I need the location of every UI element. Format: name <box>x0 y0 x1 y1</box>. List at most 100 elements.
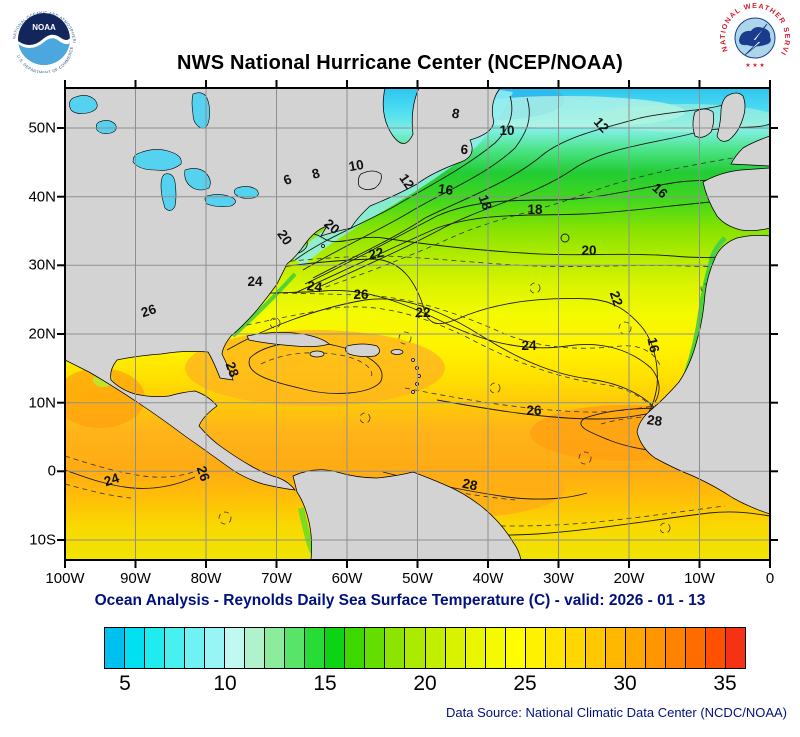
colorbar-cell <box>565 628 586 668</box>
colorbar-cell <box>605 628 626 668</box>
lon-tick-label: 60W <box>331 570 363 587</box>
page-title: NWS National Hurricane Center (NCEP/NOAA… <box>176 52 624 74</box>
isotherm-label: 22 <box>607 289 626 308</box>
colorbar-cell <box>185 628 206 668</box>
colorbar-tick-label: 10 <box>213 672 237 695</box>
isotherm-label: 24 <box>306 278 323 295</box>
island-jamaica <box>309 350 325 358</box>
colorbar-cell <box>465 628 486 668</box>
nws-lightning-icon <box>744 23 768 56</box>
noaa-logo-text: NOAA <box>32 23 56 32</box>
lon-tick-label: 10W <box>684 570 715 587</box>
lat-tick-label: 40N <box>28 188 56 206</box>
colorbar-cell <box>305 628 326 668</box>
isotherm-label: 6 <box>460 142 469 158</box>
colorbar-cell <box>405 628 426 668</box>
sst-map: 6 8 10 12 8 10 6 12 16 18 18 16 20 20 20 22 22 22 24 24 24 26… <box>57 80 778 568</box>
colorbar-tick-label: 30 <box>613 672 637 695</box>
lon-tick-label: 90W <box>120 570 151 587</box>
temperature-colorbar <box>104 627 746 669</box>
land-newfoundland <box>357 170 382 190</box>
lat-tick-label: 50N <box>28 119 56 137</box>
axis-ticks <box>57 80 778 568</box>
colorbar-cell <box>525 628 546 668</box>
lon-tick-label: 70W <box>261 570 292 587</box>
lat-lon-gridlines <box>65 88 770 560</box>
colorbar-cell <box>445 628 466 668</box>
colorbar-cell <box>425 628 446 668</box>
colorbar-cell <box>165 628 186 668</box>
isotherm-label: 26 <box>194 464 213 483</box>
colorbar-cell <box>485 628 506 668</box>
colorbar-cell <box>585 628 606 668</box>
isotherm-label: 28 <box>223 360 242 380</box>
isotherm-label: 24 <box>247 274 263 289</box>
colorbar-cell <box>725 628 745 668</box>
colorbar-tick-label: 15 <box>313 672 337 695</box>
colorbar-cell <box>225 628 246 668</box>
colorbar-cell <box>385 628 406 668</box>
colorbar-tick-label: 25 <box>513 672 537 695</box>
colorbar-tick-label: 35 <box>713 672 737 695</box>
isotherm-label: 18 <box>476 193 495 213</box>
isotherm-label: 20 <box>581 243 596 258</box>
island-hispaniola <box>345 343 380 358</box>
lon-tick-label: 0 <box>765 570 775 587</box>
land-iberia <box>702 167 770 232</box>
colorbar-cell <box>365 628 386 668</box>
island-cuba <box>246 332 330 348</box>
isotherm-label: 8 <box>310 165 322 182</box>
colorbar-cell <box>265 628 286 668</box>
island-puerto-rico <box>390 349 404 355</box>
isotherm-label: 18 <box>527 202 543 217</box>
lat-tick-label: 10S <box>29 531 56 549</box>
colorbar-cell <box>105 628 126 668</box>
lat-tick-label: 30N <box>28 256 56 274</box>
land-france <box>730 135 770 167</box>
lon-tick-label: 100W <box>45 570 85 587</box>
isotherm-label: 8 <box>451 106 461 122</box>
isotherm-label: 20 <box>321 216 342 237</box>
data-source-credit: Data Source: National Climatic Data Cent… <box>446 705 787 720</box>
land-africa <box>636 234 770 515</box>
colorbar-cell <box>125 628 146 668</box>
isotherm-label: 16 <box>437 181 454 198</box>
lon-tick-label: 50W <box>402 570 433 587</box>
lakes <box>69 92 259 211</box>
isotherm-label: 24 <box>521 338 537 353</box>
isotherm-label: 22 <box>367 245 385 263</box>
colorbar-tick-label: 20 <box>413 672 437 695</box>
lon-tick-label: 40W <box>472 570 504 587</box>
isotherm-label: 22 <box>415 305 430 320</box>
lon-tick-label: 30W <box>543 570 574 587</box>
colorbar-cell <box>505 628 526 668</box>
isotherm-label: 26 <box>139 301 158 320</box>
noaa-logo: NOAA NATIONAL OCEANIC AND ATMOSPHERIC AD… <box>11 6 77 73</box>
colorbar-cell <box>325 628 346 668</box>
isotherm-label: 16 <box>645 336 663 354</box>
colorbar-cell <box>545 628 566 668</box>
nws-cloud-icon <box>739 27 771 47</box>
isotherm-label: 20 <box>274 227 295 248</box>
colorbar-cell <box>685 628 706 668</box>
isotherm-label: 26 <box>353 287 369 302</box>
colorbar-cell <box>145 628 166 668</box>
colorbar-cell <box>705 628 726 668</box>
land-south-america <box>292 469 522 560</box>
colorbar-cell <box>665 628 686 668</box>
lat-tick-label: 20N <box>28 325 56 343</box>
isotherm-label: 28 <box>461 476 479 494</box>
isotherm-label: 12 <box>396 171 417 192</box>
noaa-gull-icon <box>18 34 70 49</box>
isotherm-label: 28 <box>646 412 663 429</box>
nws-stars: ★ ★ ★ <box>745 62 764 69</box>
colorbar-cell <box>285 628 306 668</box>
lon-tick-label: 20W <box>613 570 645 587</box>
colorbar-tick-labels: 5 10 15 20 25 30 35 <box>105 672 745 698</box>
isotherm-label: 12 <box>591 114 612 135</box>
lat-tick-label: 0 <box>47 462 56 480</box>
land-ireland <box>692 108 715 138</box>
